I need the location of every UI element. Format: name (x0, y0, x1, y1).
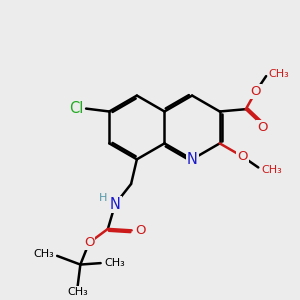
Text: H: H (99, 193, 107, 203)
Text: O: O (251, 85, 261, 98)
Text: O: O (135, 224, 146, 237)
Text: O: O (257, 121, 268, 134)
Text: CH₃: CH₃ (268, 69, 289, 79)
Text: O: O (84, 236, 94, 249)
Text: N: N (110, 197, 121, 212)
Text: Cl: Cl (69, 101, 83, 116)
Text: O: O (237, 150, 247, 163)
Text: CH₃: CH₃ (33, 248, 54, 259)
Text: CH₃: CH₃ (104, 258, 125, 268)
Text: CH₃: CH₃ (262, 165, 283, 175)
Text: CH₃: CH₃ (67, 287, 88, 297)
Text: N: N (187, 152, 198, 167)
